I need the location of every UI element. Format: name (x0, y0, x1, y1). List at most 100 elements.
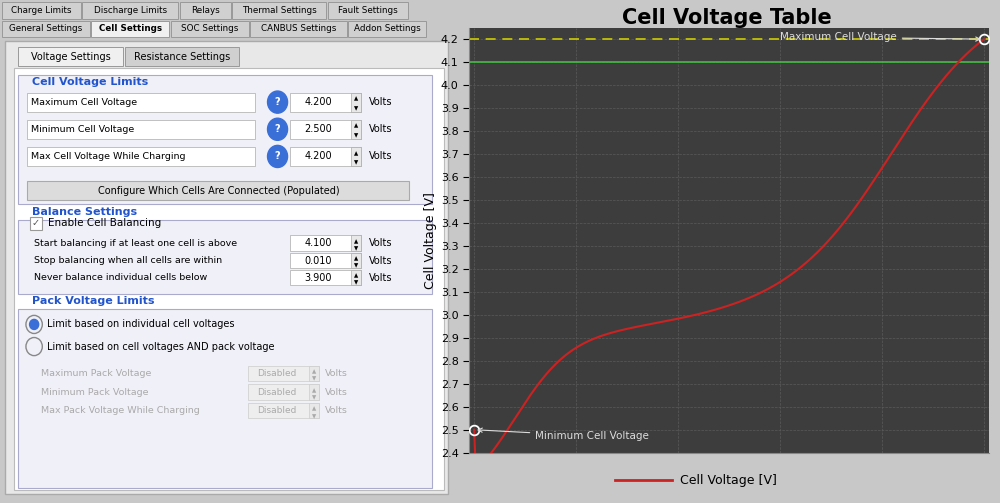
Text: Limit based on cell voltages AND pack voltage: Limit based on cell voltages AND pack vo… (47, 342, 274, 352)
FancyBboxPatch shape (248, 366, 319, 381)
Text: Fault Settings: Fault Settings (338, 6, 398, 15)
FancyBboxPatch shape (309, 384, 319, 400)
FancyBboxPatch shape (351, 147, 361, 166)
Circle shape (268, 145, 288, 167)
FancyBboxPatch shape (171, 21, 249, 37)
Text: Start balancing if at least one cell is above: Start balancing if at least one cell is … (34, 239, 237, 248)
Text: ▼: ▼ (312, 414, 316, 419)
FancyBboxPatch shape (27, 93, 255, 112)
Y-axis label: Cell Voltage [V]: Cell Voltage [V] (424, 192, 437, 289)
Text: Pack Voltage Limits: Pack Voltage Limits (32, 296, 154, 306)
Text: 4.200: 4.200 (305, 151, 332, 161)
Text: 4.100: 4.100 (305, 238, 332, 248)
Text: 2.500: 2.500 (305, 124, 332, 134)
FancyBboxPatch shape (248, 403, 319, 418)
Text: ▼: ▼ (354, 160, 358, 165)
Text: ▲: ▲ (354, 273, 358, 278)
Text: ▲: ▲ (354, 256, 358, 261)
Text: Volts: Volts (369, 97, 392, 107)
FancyBboxPatch shape (290, 120, 361, 139)
Text: Volts: Volts (369, 273, 392, 283)
FancyBboxPatch shape (14, 68, 444, 490)
FancyBboxPatch shape (91, 21, 169, 37)
FancyBboxPatch shape (232, 2, 326, 19)
Text: Resistance Settings: Resistance Settings (134, 52, 230, 62)
FancyBboxPatch shape (27, 181, 410, 200)
Text: Disabled: Disabled (257, 369, 296, 378)
Text: ▼: ▼ (354, 106, 358, 111)
Text: ▼: ▼ (354, 281, 358, 286)
FancyBboxPatch shape (351, 235, 361, 251)
FancyBboxPatch shape (18, 47, 123, 66)
Text: Cell Voltage Table: Cell Voltage Table (622, 8, 832, 28)
FancyBboxPatch shape (309, 403, 319, 418)
Text: ?: ? (275, 97, 280, 107)
FancyBboxPatch shape (328, 2, 408, 19)
FancyBboxPatch shape (18, 220, 432, 294)
FancyBboxPatch shape (248, 384, 319, 400)
Text: ?: ? (275, 151, 280, 161)
Text: Volts: Volts (369, 256, 392, 266)
Text: SOC Settings: SOC Settings (181, 25, 238, 33)
FancyBboxPatch shape (125, 47, 239, 66)
Text: ▼: ▼ (354, 264, 358, 269)
Text: ▼: ▼ (312, 377, 316, 382)
FancyBboxPatch shape (309, 366, 319, 381)
Text: ▲: ▲ (354, 239, 358, 244)
Text: ✓: ✓ (32, 218, 40, 228)
FancyBboxPatch shape (351, 253, 361, 268)
Text: Balance Settings: Balance Settings (32, 207, 137, 217)
Text: Volts: Volts (325, 369, 348, 378)
FancyBboxPatch shape (351, 93, 361, 112)
FancyBboxPatch shape (2, 2, 81, 19)
Text: Volts: Volts (369, 151, 392, 161)
Text: Voltage Settings: Voltage Settings (31, 52, 110, 62)
FancyBboxPatch shape (290, 253, 361, 268)
Text: ▲: ▲ (354, 151, 358, 156)
Text: Stop balancing when all cells are within: Stop balancing when all cells are within (34, 256, 222, 265)
Text: Relays: Relays (191, 6, 220, 15)
Text: Cell Settings: Cell Settings (99, 25, 162, 33)
Text: Volts: Volts (325, 406, 348, 415)
Text: CANBUS Settings: CANBUS Settings (261, 25, 336, 33)
Text: 4.200: 4.200 (305, 97, 332, 107)
Text: Volts: Volts (325, 388, 348, 397)
FancyBboxPatch shape (250, 21, 347, 37)
Text: Disabled: Disabled (257, 388, 296, 397)
Text: Minimum Cell Voltage: Minimum Cell Voltage (478, 428, 649, 441)
Circle shape (268, 91, 288, 113)
Text: ▲: ▲ (354, 124, 358, 129)
Text: Maximum Cell Voltage: Maximum Cell Voltage (780, 32, 980, 42)
FancyBboxPatch shape (2, 21, 90, 37)
FancyBboxPatch shape (351, 120, 361, 139)
Text: Volts: Volts (369, 238, 392, 248)
FancyBboxPatch shape (27, 120, 255, 139)
Text: Discharge Limits: Discharge Limits (94, 6, 167, 15)
FancyBboxPatch shape (351, 270, 361, 285)
FancyBboxPatch shape (30, 217, 42, 230)
Text: ▲: ▲ (312, 406, 316, 411)
FancyBboxPatch shape (18, 75, 432, 204)
Text: Max Pack Voltage While Charging: Max Pack Voltage While Charging (41, 406, 200, 415)
Text: ▼: ▼ (312, 395, 316, 400)
Text: Limit based on individual cell voltages: Limit based on individual cell voltages (47, 319, 234, 329)
Text: Cell Voltage Limits: Cell Voltage Limits (32, 76, 148, 87)
Text: ▼: ▼ (354, 246, 358, 252)
Text: Max Cell Voltage While Charging: Max Cell Voltage While Charging (31, 152, 185, 161)
Text: Minimum Pack Voltage: Minimum Pack Voltage (41, 388, 148, 397)
Text: 0.010: 0.010 (305, 256, 332, 266)
FancyBboxPatch shape (290, 270, 361, 285)
FancyBboxPatch shape (27, 147, 255, 166)
Text: Maximum Cell Voltage: Maximum Cell Voltage (31, 98, 137, 107)
Text: Maximum Pack Voltage: Maximum Pack Voltage (41, 369, 151, 378)
FancyBboxPatch shape (18, 309, 432, 488)
Text: Enable Cell Balancing: Enable Cell Balancing (48, 218, 161, 228)
Text: Thermal Settings: Thermal Settings (242, 6, 317, 15)
Text: ▼: ▼ (354, 133, 358, 138)
FancyBboxPatch shape (180, 2, 231, 19)
Text: 3.900: 3.900 (305, 273, 332, 283)
FancyBboxPatch shape (290, 93, 361, 112)
Text: Addon Settings: Addon Settings (354, 25, 421, 33)
Circle shape (268, 118, 288, 140)
Text: Charge Limits: Charge Limits (11, 6, 72, 15)
